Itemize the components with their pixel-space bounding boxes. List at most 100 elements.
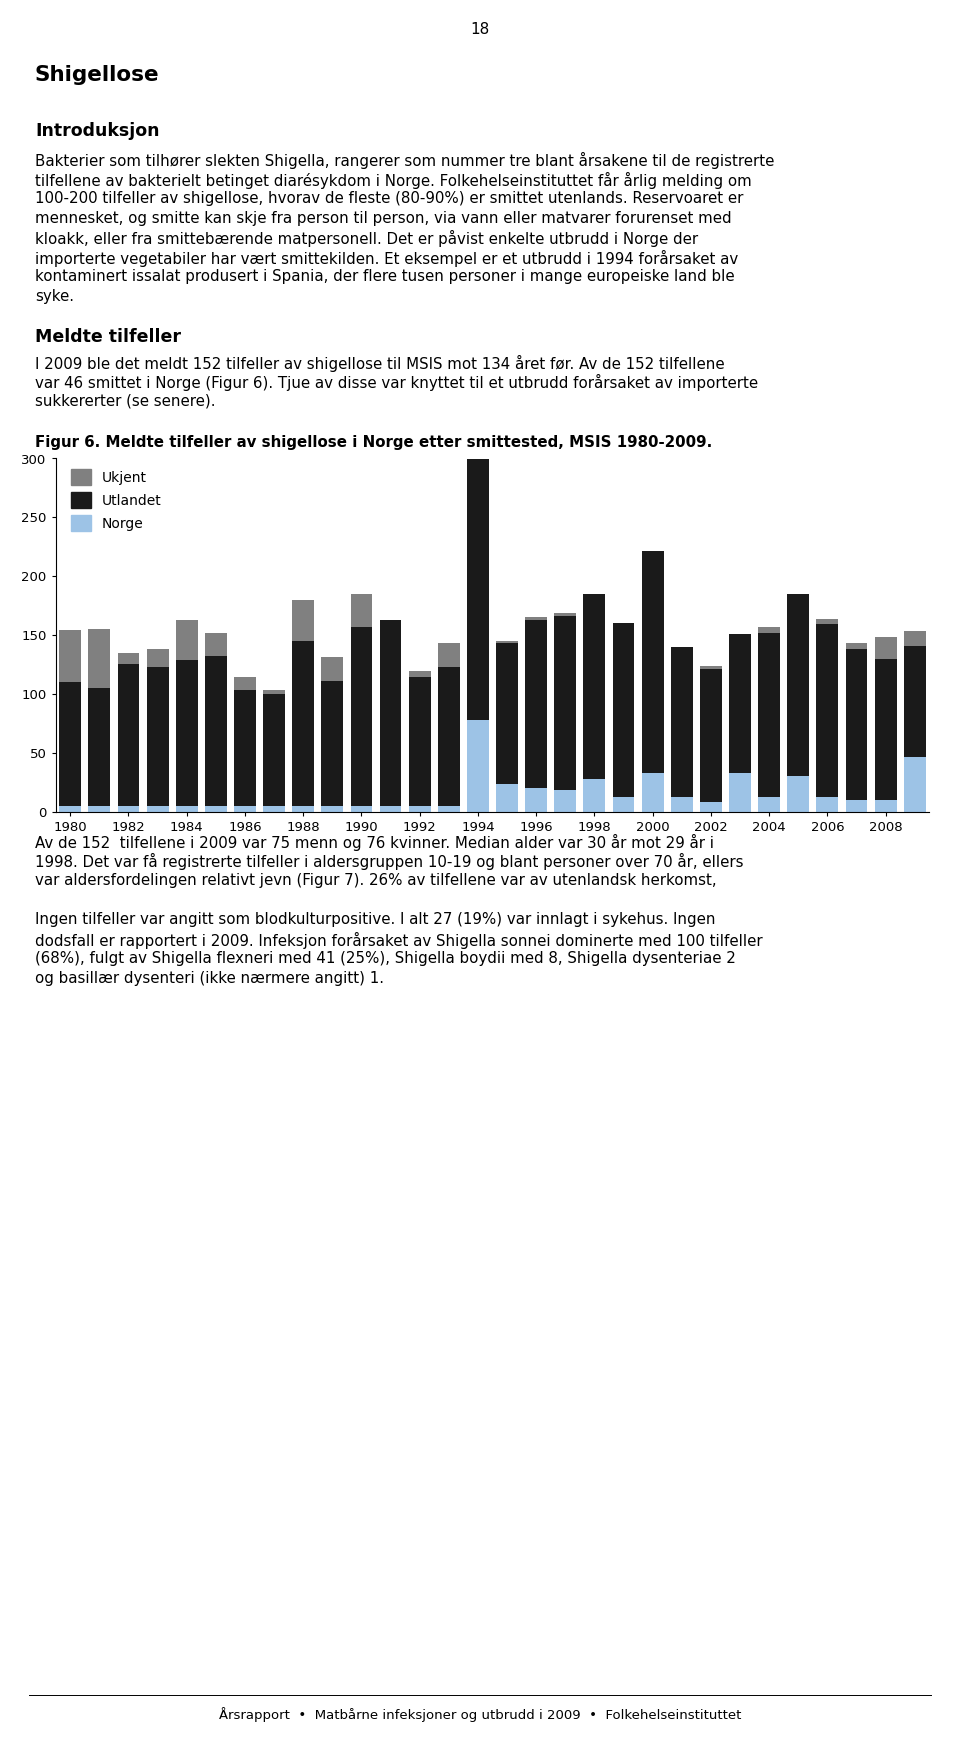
Bar [671,647,693,797]
Text: (68%), fulgt av Shigella flexneri med 41 (25%), Shigella boydii med 8, Shigella : (68%), fulgt av Shigella flexneri med 41… [35,952,736,966]
Bar [612,797,635,812]
Bar [525,788,547,812]
Bar [117,664,139,805]
Bar [322,682,344,805]
Bar [787,594,809,776]
Text: og basillær dysenteri (ikke nærmere angitt) 1.: og basillær dysenteri (ikke nærmere angi… [35,971,384,985]
Bar [438,643,460,668]
Bar [787,776,809,812]
Bar [438,805,460,812]
Text: kontaminert issalat produsert i Spania, der flere tusen personer i mange europei: kontaminert issalat produsert i Spania, … [35,268,734,284]
Bar [60,682,82,805]
Bar [409,671,431,678]
Bar [846,643,868,648]
Bar [409,678,431,805]
Bar [263,690,285,694]
Text: Ingen tilfeller var angitt som blodkulturpositive. I alt 27 (19%) var innlagt i : Ingen tilfeller var angitt som blodkultu… [35,912,715,927]
Bar [147,648,169,668]
Bar [147,668,169,805]
Bar [758,627,780,633]
Bar [234,805,256,812]
Bar [584,779,606,812]
Bar [438,668,460,805]
Text: importerte vegetabiler har vært smittekilden. Et eksempel er et utbrudd i 1994 f: importerte vegetabiler har vært smitteki… [35,249,738,267]
Text: I 2009 ble det meldt 152 tilfeller av shigellose til MSIS mot 134 året før. Av d: I 2009 ble det meldt 152 tilfeller av sh… [35,354,725,371]
Bar [176,659,198,805]
Bar [379,621,401,805]
Bar [816,619,838,624]
Bar [903,758,925,812]
Bar [875,800,897,812]
Bar [234,678,256,690]
Bar [176,805,198,812]
Text: syke.: syke. [35,289,74,303]
Legend: Ukjent, Utlandet, Norge: Ukjent, Utlandet, Norge [71,469,161,532]
Text: Av de 152  tilfellene i 2009 var 75 menn og 76 kvinner. Median alder var 30 år m: Av de 152 tilfellene i 2009 var 75 menn … [35,833,714,851]
Bar [88,688,110,805]
Text: dodsfall er rapportert i 2009. Infeksjon forårsaket av Shigella sonnei dominerte: dodsfall er rapportert i 2009. Infeksjon… [35,931,762,948]
Bar [263,805,285,812]
Text: 1998. Det var få registrerte tilfeller i aldersgruppen 10-19 og blant personer o: 1998. Det var få registrerte tilfeller i… [35,852,743,870]
Bar [117,805,139,812]
Bar [846,648,868,800]
Bar [758,633,780,797]
Bar [584,594,606,779]
Bar [903,645,925,758]
Text: Introduksjon: Introduksjon [35,122,159,139]
Bar [322,657,344,682]
Bar [729,634,751,772]
Bar [816,624,838,797]
Bar [322,805,344,812]
Bar [263,694,285,805]
Bar [88,629,110,688]
Bar [60,805,82,812]
Bar [292,641,314,805]
Text: Meldte tilfeller: Meldte tilfeller [35,328,181,347]
Bar [467,434,489,720]
Text: Bakterier som tilhører slekten Shigella, rangerer som nummer tre blant årsakene : Bakterier som tilhører slekten Shigella,… [35,152,775,169]
Text: 18: 18 [470,23,490,37]
Bar [671,797,693,812]
Bar [496,641,518,643]
Bar [700,669,722,802]
Bar [117,652,139,664]
Text: var 46 smittet i Norge (Figur 6). Tjue av disse var knyttet til et utbrudd forår: var 46 smittet i Norge (Figur 6). Tjue a… [35,375,758,390]
Bar [467,720,489,812]
Bar [554,617,576,790]
Bar [176,621,198,659]
Bar [292,600,314,641]
Bar [700,802,722,812]
Text: tilfellene av bakterielt betinget diarésykdom i Norge. Folkehelseinstituttet får: tilfellene av bakterielt betinget diarés… [35,171,752,188]
Bar [292,805,314,812]
Bar [350,594,372,627]
Text: Figur 6. Meldte tilfeller av shigellose i Norge etter smittested, MSIS 1980-2009: Figur 6. Meldte tilfeller av shigellose … [35,436,712,450]
Text: var aldersfordelingen relativt jevn (Figur 7). 26% av tilfellene var av utenland: var aldersfordelingen relativt jevn (Fig… [35,873,716,887]
Text: 100-200 tilfeller av shigellose, hvorav de fleste (80-90%) er smittet utenlands.: 100-200 tilfeller av shigellose, hvorav … [35,192,743,206]
Bar [554,790,576,812]
Bar [641,551,663,772]
Bar [875,659,897,800]
Text: Shigellose: Shigellose [35,64,159,85]
Bar [875,638,897,659]
Bar [729,772,751,812]
Bar [525,617,547,621]
Bar [758,797,780,812]
Bar [204,655,227,805]
Bar [641,772,663,812]
Bar [350,627,372,805]
Text: Årsrapport  •  Matbårne infeksjoner og utbrudd i 2009  •  Folkehelseinstituttet: Årsrapport • Matbårne infeksjoner og utb… [219,1706,741,1722]
Bar [525,621,547,788]
Text: sukkererter (se senere).: sukkererter (se senere). [35,394,215,408]
Bar [496,784,518,812]
Bar [204,633,227,655]
Bar [816,797,838,812]
Bar [409,805,431,812]
Bar [612,624,635,797]
Bar [467,380,489,434]
Bar [700,666,722,669]
Text: mennesket, og smitte kan skje fra person til person, via vann eller matvarer for: mennesket, og smitte kan skje fra person… [35,211,732,225]
Bar [88,805,110,812]
Bar [379,805,401,812]
Bar [554,612,576,617]
Bar [234,690,256,805]
